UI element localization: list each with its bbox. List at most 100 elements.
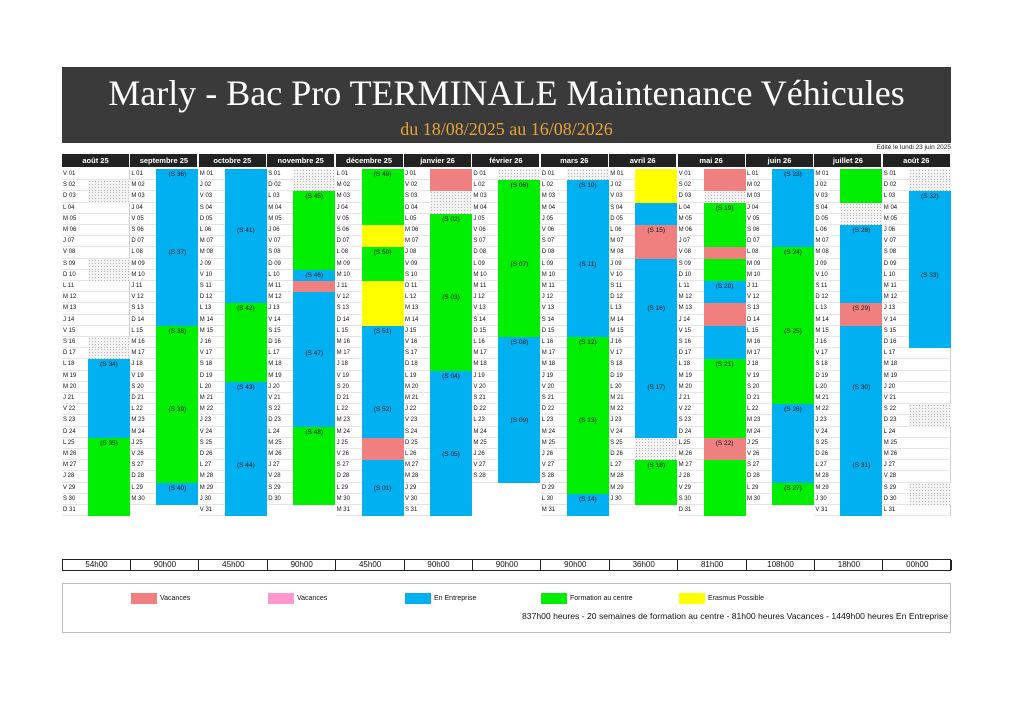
day-label: L 18	[678, 361, 691, 368]
day-label: L 24	[268, 428, 280, 435]
day-label: J 20	[883, 383, 896, 390]
day-label: M 29	[815, 484, 829, 491]
day-status-cell	[361, 169, 404, 181]
day-status-cell	[224, 348, 267, 360]
day-label: M 12	[268, 294, 282, 301]
day-status-cell	[293, 337, 336, 349]
day-label: D 14	[131, 316, 145, 323]
day-label: D 05	[815, 215, 829, 222]
day-label: V 24	[815, 428, 828, 435]
day-label: S 02	[678, 182, 691, 189]
day-row: V 24	[198, 426, 267, 438]
month-header: mars 26	[540, 154, 609, 167]
day-row: V 16	[404, 337, 472, 349]
day-status-cell	[430, 415, 472, 427]
day-label: V 21	[268, 395, 281, 401]
day-row: D 30	[267, 493, 336, 505]
day-label: L 16	[473, 339, 485, 345]
day-label: L 25	[63, 439, 75, 446]
day-label: M 11	[883, 283, 897, 289]
day-row: V 10	[814, 269, 883, 281]
day-status-cell	[635, 247, 678, 259]
day-row: L 29	[335, 482, 404, 494]
day-label: M 12	[63, 294, 77, 301]
day-label: L 20	[199, 383, 212, 390]
day-row: V 31	[814, 505, 883, 517]
day-label: J 05	[541, 215, 554, 222]
day-row: S 27	[335, 460, 404, 472]
day-status-cell	[430, 258, 472, 270]
legend-label: En Entreprise	[434, 595, 477, 602]
day-row: L 06	[198, 225, 267, 237]
day-status-cell	[293, 415, 336, 427]
day-label: J 01	[405, 171, 417, 177]
day-label: S 21	[541, 395, 555, 401]
day-row: M 19	[882, 370, 951, 382]
day-status-cell	[908, 292, 951, 304]
day-row: M 21	[609, 393, 678, 405]
day-row: J 18	[335, 359, 404, 371]
day-status-cell	[430, 505, 472, 517]
month-header: août 25	[62, 154, 130, 167]
day-label: L 01	[747, 171, 759, 177]
day-label: V 01	[678, 171, 691, 177]
day-label: S 25	[199, 439, 213, 446]
day-status-cell	[361, 247, 404, 259]
day-label: D 05	[610, 215, 623, 222]
day-row: M 30	[335, 493, 404, 505]
day-row: J 30	[198, 493, 267, 505]
day-row: M 08	[198, 247, 267, 259]
day-status-cell	[908, 247, 951, 259]
day-label: S 24	[405, 428, 418, 435]
day-row: M 14	[404, 314, 472, 326]
day-label: M 13	[63, 305, 77, 312]
day-status-cell	[703, 381, 746, 393]
day-row: J 14	[62, 314, 130, 326]
day-status-cell	[908, 202, 951, 214]
day-label: M 02	[747, 182, 761, 189]
day-label: S 28	[541, 473, 555, 480]
day-status-cell	[909, 427, 951, 438]
day-row: D 10	[62, 269, 130, 281]
day-row: M 03	[130, 191, 199, 203]
day-label: S 28	[473, 473, 486, 480]
day-label: L 02	[541, 182, 554, 189]
day-label: J 28	[678, 473, 690, 480]
day-status-cell	[635, 449, 678, 461]
day-status-cell	[156, 482, 199, 494]
day-row: V 14	[882, 314, 951, 326]
day-status-cell	[703, 325, 746, 337]
day-label: V 27	[541, 462, 555, 469]
legend-label: Vacances	[297, 595, 328, 602]
day-status-cell	[156, 258, 199, 270]
day-row: D 28	[335, 471, 404, 483]
day-status-cell	[430, 348, 472, 360]
day-row: L 30	[540, 493, 609, 505]
day-label: D 28	[336, 473, 350, 480]
day-label: M 28	[405, 473, 419, 480]
day-status-cell	[635, 325, 678, 337]
day-row: S 22	[882, 404, 951, 416]
day-label: M 17	[747, 350, 761, 357]
day-row: M 14	[198, 314, 267, 326]
day-row: V 27	[540, 460, 609, 472]
day-status-cell	[566, 303, 609, 315]
day-row: M 04	[472, 202, 541, 214]
day-row: V 19	[130, 370, 199, 382]
day-status-cell	[88, 315, 130, 326]
day-status-cell	[224, 482, 267, 494]
day-row: L 13	[609, 303, 678, 315]
day-label: M 03	[747, 193, 761, 200]
day-row: J 11	[746, 281, 814, 293]
month-header: mai 26	[677, 154, 746, 167]
day-row: S 18	[198, 359, 267, 371]
day-row: L 03	[267, 191, 336, 203]
day-label: S 09	[63, 260, 76, 267]
day-label: V 26	[131, 451, 144, 457]
day-label: V 17	[815, 350, 828, 357]
day-status-cell	[703, 303, 746, 315]
day-status-cell	[498, 449, 541, 461]
day-status-cell	[88, 203, 130, 214]
day-row: V 17	[609, 348, 678, 360]
day-status-cell	[840, 180, 883, 192]
